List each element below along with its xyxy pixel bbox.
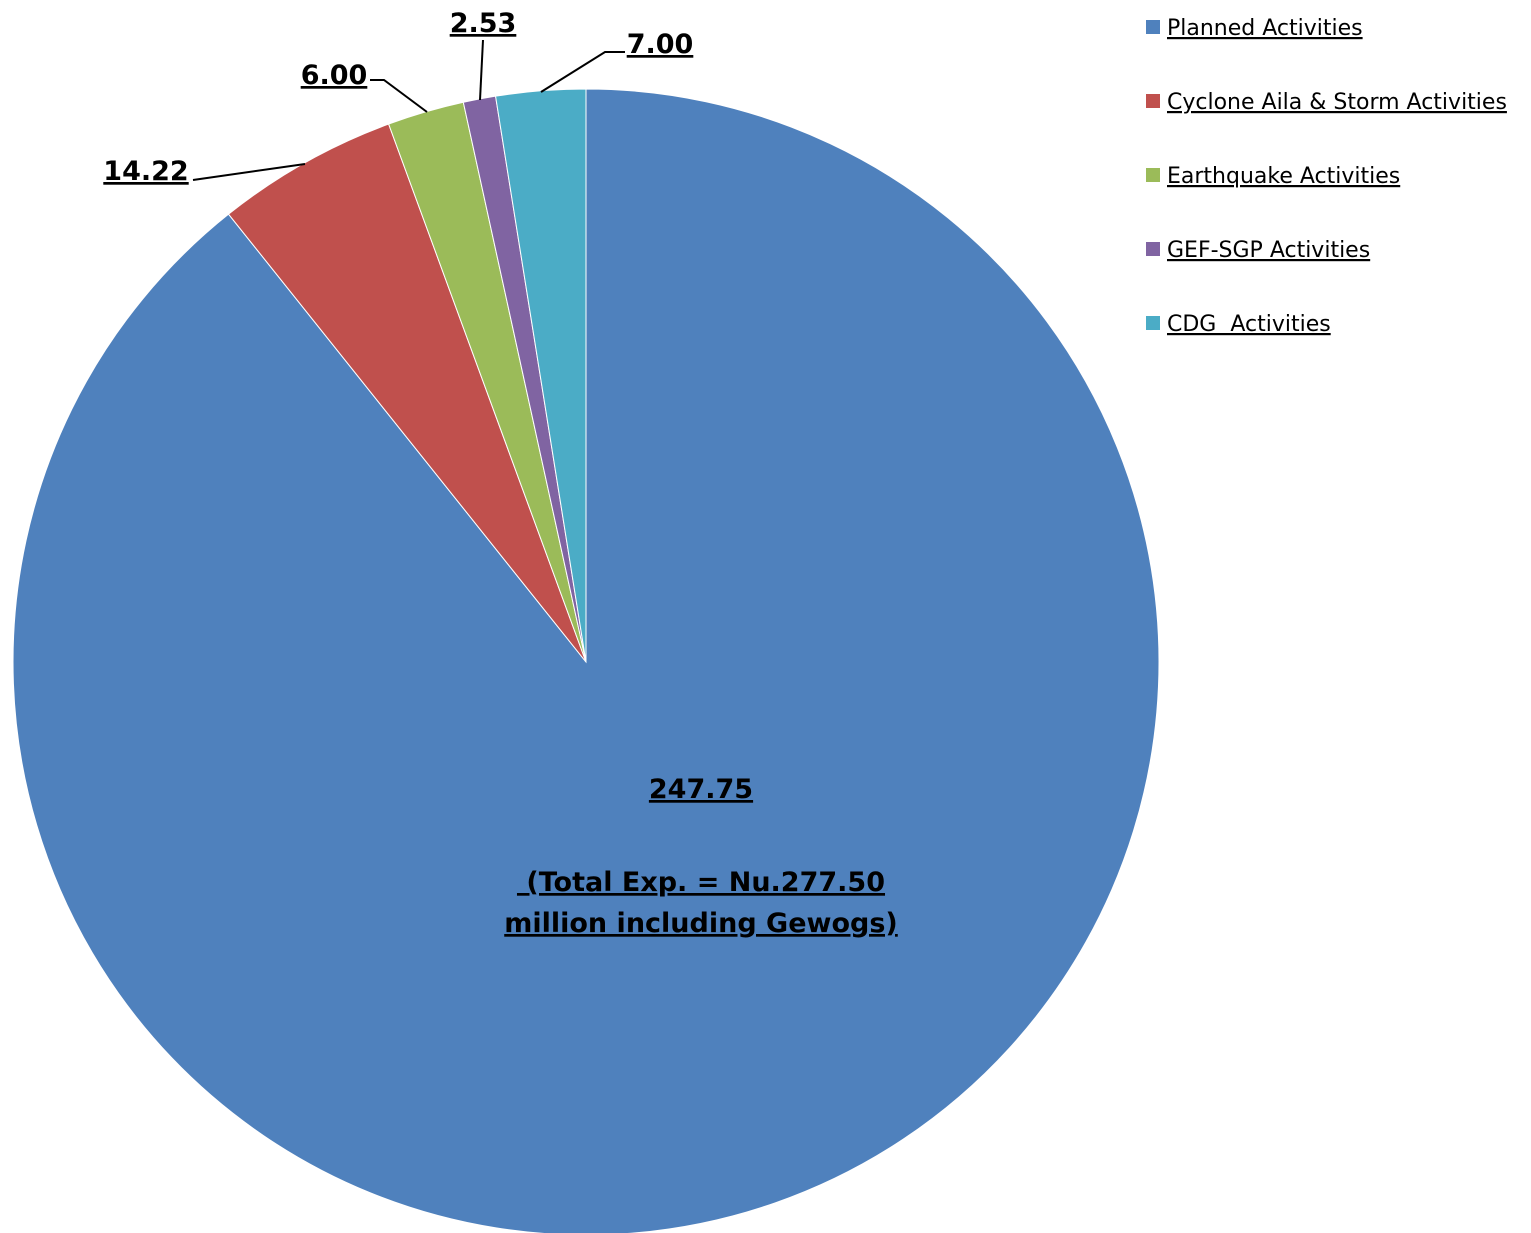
slice-cyclone <box>227 123 587 663</box>
legend-label-gef-sgp: GEF-SGP Activities <box>1167 238 1370 263</box>
legend-label-planned: Planned Activities <box>1167 16 1363 41</box>
legend: Planned Activities Cyclone Aila & Storm … <box>1146 16 1507 337</box>
pie-slices <box>12 88 1160 1233</box>
data-labels: 247.75 (Total Exp. = Nu.277.50 million i… <box>103 8 897 939</box>
legend-label-earthquake: Earthquake Activities <box>1167 164 1400 189</box>
legend-swatch-cdg <box>1146 316 1160 330</box>
data-label-cdg: 7.00 <box>627 29 694 60</box>
data-label-gef-sgp: 2.53 <box>450 8 517 39</box>
leader-line-earthquake <box>370 79 428 113</box>
legend-label-cyclone: Cyclone Aila & Storm Activities <box>1167 90 1507 115</box>
total-annotation-line2: million including Gewogs) <box>504 908 898 939</box>
leader-line-gef-sgp <box>479 39 484 101</box>
leader-line-cyclone <box>192 163 306 181</box>
legend-swatch-earthquake <box>1146 168 1160 182</box>
legend-swatch-planned <box>1146 20 1160 34</box>
data-label-cyclone: 14.22 <box>103 156 188 187</box>
legend-swatch-cyclone <box>1146 94 1160 108</box>
leader-lines <box>192 39 625 181</box>
data-label-earthquake: 6.00 <box>301 60 368 91</box>
slice-cdg <box>494 88 587 663</box>
slice-planned <box>12 88 1160 1233</box>
total-annotation-line1: (Total Exp. = Nu.277.50 <box>517 867 885 898</box>
legend-swatch-gef-sgp <box>1146 242 1160 256</box>
leader-line-cdg <box>540 51 625 93</box>
data-label-planned: 247.75 <box>649 774 753 805</box>
legend-label-cdg: CDG Activities <box>1167 312 1331 337</box>
